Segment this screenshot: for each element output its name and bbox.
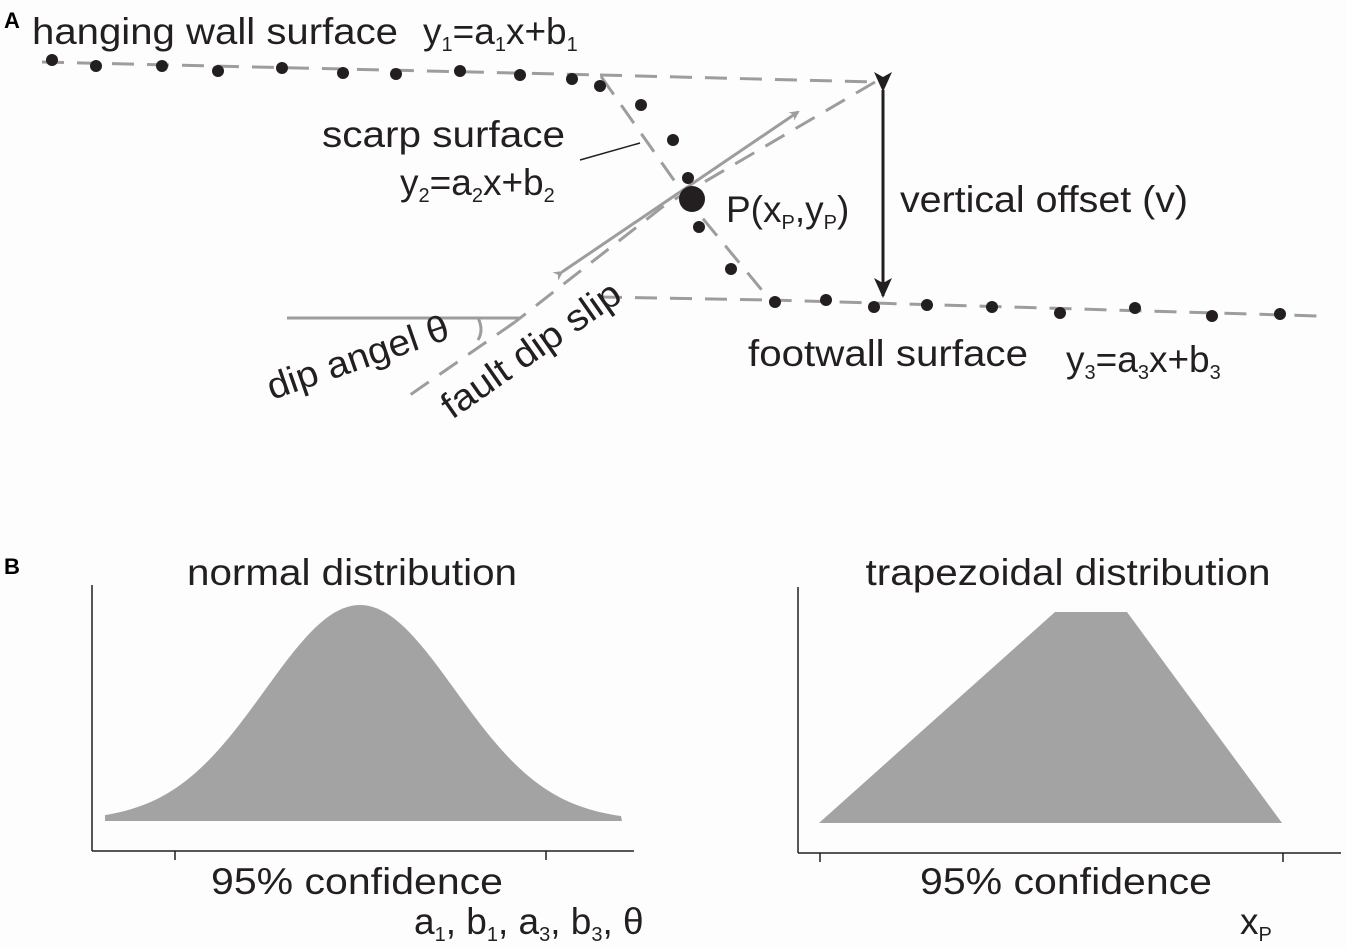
footwall-extension [599,295,771,302]
fault-plane-upper [514,80,876,324]
footwall-equation: y3=a3x+b3 [1066,339,1221,384]
survey-point [682,172,694,184]
normal-parameters-label: a1, b1, a3, b3, θ [414,901,644,946]
hanging-wall-equation: y1=a1x+b1 [423,11,578,56]
scarp-equation: y2=a2x+b2 [400,162,555,207]
vertical-offset-label: vertical offset (v) [900,179,1188,220]
survey-point [820,294,832,306]
survey-point [667,134,679,146]
normal-confidence-label: 95% confidence [211,861,503,902]
fault-dip-slip-label: fault dip slip [433,273,629,427]
hanging-wall-extension [599,73,876,84]
scarp-leader-line [579,142,641,161]
survey-point [1274,308,1286,320]
survey-point [725,263,737,275]
trapezoid-parameter-label: xP [1240,901,1272,946]
fault-dip-slip-arrow [552,110,800,281]
panel-b-label: B [4,554,20,579]
survey-point [769,296,781,308]
survey-point [212,65,224,77]
survey-point [693,221,705,233]
footwall-label: footwall surface [748,333,1028,374]
normal-distribution-chart: normal distribution 95% confidence a1, b… [91,552,644,946]
survey-point [594,80,606,92]
survey-point [46,54,58,66]
trapezoidal-distribution-area [819,612,1282,823]
dip-angle-arc [476,317,483,341]
trapezoidal-distribution-chart: trapezoidal distribution 95% confidence … [797,552,1341,946]
fault-plane-lower [409,320,516,397]
survey-point [454,65,466,77]
survey-point [276,62,288,74]
point-p-marker [679,186,705,212]
survey-point [1129,302,1141,314]
trapezoid-confidence-label: 95% confidence [920,861,1212,902]
hanging-wall-label: hanging wall surface [32,11,398,52]
survey-point [986,301,998,313]
survey-point [514,69,526,81]
dip-angle-label: dip angel θ [261,307,454,408]
survey-point [921,299,933,311]
survey-point [90,60,102,72]
survey-point [868,301,880,313]
survey-points [46,54,1286,322]
trapezoidal-distribution-title: trapezoidal distribution [866,552,1271,593]
normal-distribution-area [105,605,622,821]
panel-a-label: A [4,8,20,33]
scarp-surface-label: scarp surface [322,114,565,155]
survey-point [566,73,578,85]
survey-point [635,99,647,111]
survey-point [1054,307,1066,319]
survey-point [337,67,349,79]
point-p-label: P(xP,yP) [726,189,849,234]
survey-point [1206,310,1218,322]
survey-point [156,60,168,72]
normal-distribution-title: normal distribution [187,552,517,593]
survey-point [390,68,402,80]
